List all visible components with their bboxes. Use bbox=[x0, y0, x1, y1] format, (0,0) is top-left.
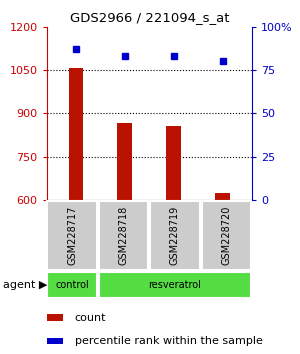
Text: count: count bbox=[75, 313, 106, 323]
Title: GDS2966 / 221094_s_at: GDS2966 / 221094_s_at bbox=[70, 11, 229, 24]
Text: control: control bbox=[55, 280, 89, 290]
Bar bbox=[99, 272, 251, 298]
Text: resveratrol: resveratrol bbox=[148, 280, 201, 290]
Bar bbox=[150, 201, 200, 270]
Text: agent ▶: agent ▶ bbox=[3, 280, 47, 290]
Text: percentile rank within the sample: percentile rank within the sample bbox=[75, 336, 262, 346]
Bar bbox=[68, 68, 83, 200]
Bar bbox=[202, 201, 251, 270]
Bar bbox=[47, 201, 97, 270]
Bar bbox=[99, 201, 148, 270]
Text: GSM228718: GSM228718 bbox=[118, 206, 129, 265]
Bar bbox=[117, 124, 132, 200]
Text: GSM228719: GSM228719 bbox=[170, 206, 180, 265]
Text: GSM228717: GSM228717 bbox=[67, 206, 77, 265]
Bar bbox=[215, 193, 230, 200]
Bar bbox=[46, 314, 64, 321]
Bar bbox=[47, 272, 97, 298]
Bar bbox=[46, 338, 64, 344]
Bar bbox=[167, 126, 181, 200]
Text: GSM228720: GSM228720 bbox=[221, 206, 231, 265]
